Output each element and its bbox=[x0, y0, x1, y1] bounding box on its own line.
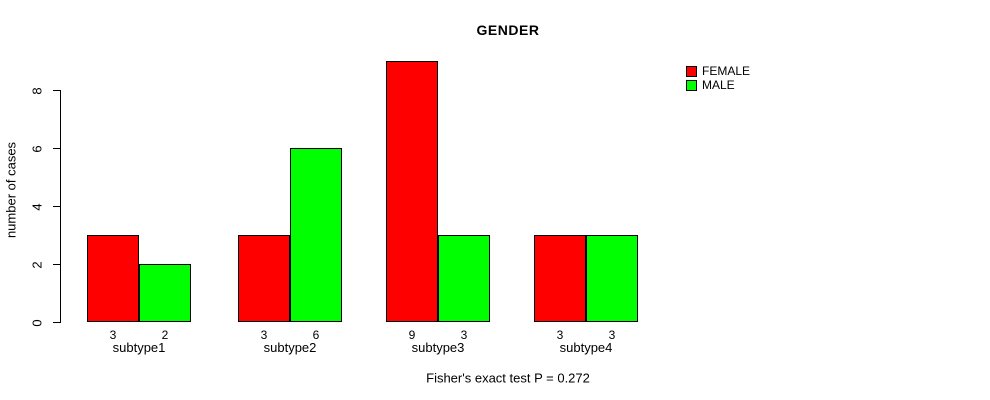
y-axis-tick bbox=[53, 206, 61, 207]
bar-value-label: 3 bbox=[260, 328, 268, 342]
bar-male-subtype1 bbox=[139, 264, 191, 322]
bar-value-label: 9 bbox=[408, 328, 416, 342]
bar-value-label: 2 bbox=[161, 328, 169, 342]
category-label-subtype2: subtype2 bbox=[263, 340, 317, 355]
y-axis-tick bbox=[53, 264, 61, 265]
legend-label: MALE bbox=[702, 78, 735, 92]
bar-value-label: 3 bbox=[109, 328, 117, 342]
category-label-subtype3: subtype3 bbox=[411, 340, 465, 355]
y-axis-tick-label: 4 bbox=[29, 202, 45, 211]
chart-title: GENDER bbox=[476, 22, 540, 38]
y-axis-tick-label: 8 bbox=[29, 86, 45, 95]
legend-swatch-icon bbox=[686, 79, 697, 91]
bar-value-label: 3 bbox=[460, 328, 468, 342]
bar-female-subtype1 bbox=[87, 235, 139, 322]
y-axis-tick bbox=[53, 90, 61, 91]
y-axis-tick-label: 0 bbox=[29, 318, 45, 327]
category-label-subtype1: subtype1 bbox=[112, 340, 166, 355]
bar-female-subtype4 bbox=[534, 235, 586, 322]
y-axis-tick bbox=[53, 148, 61, 149]
bar-male-subtype2 bbox=[290, 148, 342, 322]
bar-female-subtype2 bbox=[238, 235, 290, 322]
category-label-subtype4: subtype4 bbox=[559, 340, 613, 355]
y-axis-tick bbox=[53, 322, 61, 323]
bar-male-subtype3 bbox=[438, 235, 490, 322]
y-axis-tick-label: 2 bbox=[29, 260, 45, 269]
legend-item-male: MALE bbox=[686, 78, 750, 92]
footer-annotation: Fisher's exact test P = 0.272 bbox=[426, 370, 590, 386]
bar-female-subtype3 bbox=[386, 61, 438, 322]
legend: FEMALE MALE bbox=[686, 64, 750, 92]
bar-male-subtype4 bbox=[586, 235, 638, 322]
bar-value-label: 6 bbox=[312, 328, 320, 342]
bar-value-label: 3 bbox=[556, 328, 564, 342]
bar-value-label: 3 bbox=[608, 328, 616, 342]
y-axis-title: number of cases bbox=[3, 141, 19, 239]
legend-item-female: FEMALE bbox=[686, 64, 750, 78]
legend-label: FEMALE bbox=[702, 64, 751, 78]
y-axis-tick-label: 6 bbox=[29, 144, 45, 153]
legend-swatch-icon bbox=[686, 65, 697, 77]
